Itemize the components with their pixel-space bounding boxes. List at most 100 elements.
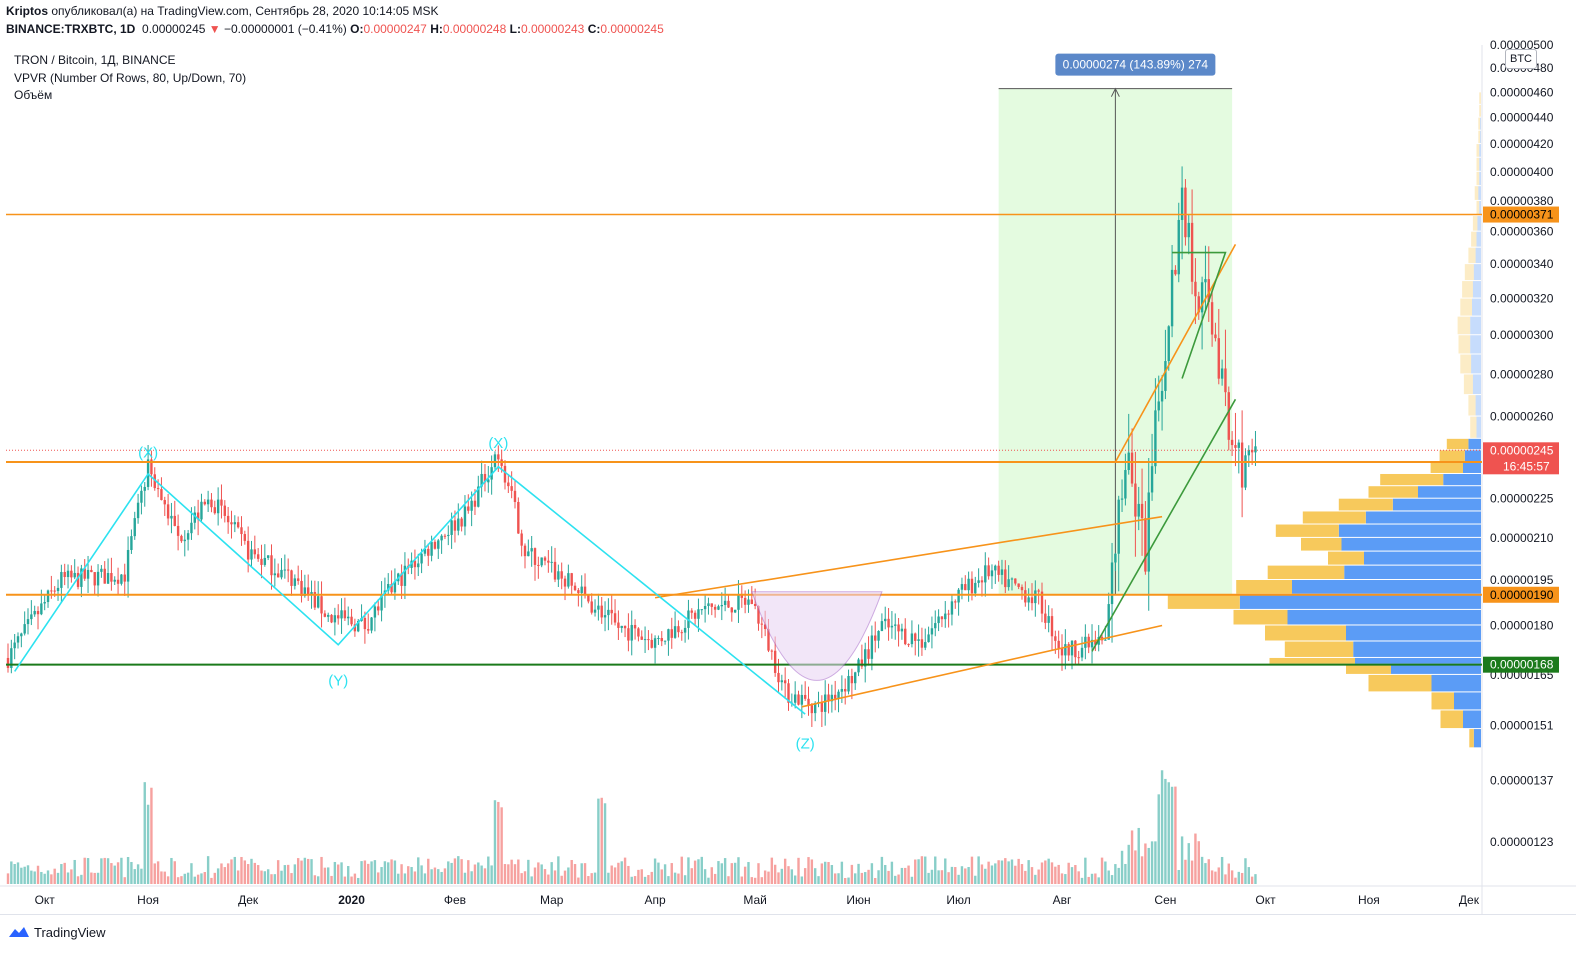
volume-bar	[226, 863, 230, 884]
vpvr-down-bar	[1478, 117, 1481, 130]
volume-bar	[183, 873, 186, 884]
candle-body	[493, 454, 497, 468]
volume-bar	[1117, 867, 1120, 884]
legend-title[interactable]: TRON / Bitcoin, 1Д, BINANCE	[14, 53, 176, 67]
candle-body	[250, 549, 253, 560]
volume-bar	[280, 870, 283, 884]
candle-body	[723, 600, 727, 606]
volume-bar	[390, 859, 393, 884]
volume-bar	[707, 877, 710, 884]
volume-bar	[523, 871, 527, 884]
candle-body	[583, 586, 587, 595]
candle-body	[323, 613, 327, 617]
candle-body	[120, 574, 123, 584]
volume-bar	[450, 862, 453, 884]
volume-bar	[934, 856, 937, 884]
candle-body	[1167, 326, 1170, 362]
candle-body	[1180, 187, 1184, 220]
candle-body	[1114, 553, 1117, 563]
candle-body	[290, 570, 293, 586]
volume-bar	[236, 870, 240, 884]
candle-body	[193, 512, 196, 523]
volume-bar	[343, 876, 347, 884]
volume-bar	[203, 872, 206, 884]
volume-bar	[590, 873, 593, 884]
candle-body	[1074, 640, 1077, 658]
candle-body	[580, 586, 583, 594]
vpvr-up-bar	[1344, 565, 1481, 580]
volume-bar	[160, 871, 163, 884]
volume-bar	[176, 877, 180, 884]
volume-bar	[233, 856, 237, 884]
vpvr-up-bar	[1392, 498, 1481, 511]
volume-bar	[106, 858, 110, 884]
volume-bar	[383, 861, 387, 884]
volume-bar	[710, 867, 713, 884]
volume-bar	[1110, 875, 1114, 884]
volume-bar	[1230, 870, 1234, 884]
price-tick-label: 0.00000260	[1490, 410, 1554, 424]
volume-bar	[143, 782, 146, 884]
candle-body	[643, 639, 647, 641]
volume-bar	[133, 869, 136, 884]
vpvr-up-bar	[1468, 438, 1481, 450]
candle-body	[747, 599, 750, 605]
author-name[interactable]: Kriptos	[6, 4, 48, 18]
candle-body	[53, 590, 56, 592]
volume-bar	[930, 869, 934, 884]
candle-body	[367, 629, 370, 631]
candle-body	[1130, 452, 1134, 484]
candle-body	[540, 557, 543, 566]
volume-bar	[787, 866, 790, 884]
footer-brand[interactable]: TradingView	[34, 924, 106, 940]
volume-bar	[974, 875, 977, 884]
time-tick-label: Окт	[1255, 893, 1276, 907]
cup-pattern	[751, 591, 883, 681]
low-value: 0.00000243	[520, 22, 585, 36]
volume-bar	[713, 873, 717, 884]
volume-bar	[367, 863, 370, 884]
candle-body	[970, 578, 974, 594]
candle-body	[1070, 640, 1074, 656]
volume-bar	[140, 868, 143, 884]
candle-body	[1094, 639, 1097, 645]
volume-bar	[770, 857, 774, 884]
candle-body	[166, 504, 170, 519]
candle-body	[126, 549, 130, 582]
legend-vpvr[interactable]: VPVR (Number Of Rows, 80, Up/Down, 70)	[14, 71, 247, 85]
candle-body	[1014, 578, 1017, 584]
price-chart[interactable]: 0.00000274 (143.89%) 274 (X) (Y) (Z) (X) 0.00…	[0, 0, 1576, 915]
price-tick-label: 0.00000400	[1490, 165, 1554, 179]
volume-bar	[123, 877, 126, 884]
candle-body	[900, 628, 904, 632]
volume-bar	[313, 875, 317, 884]
volume-bar	[370, 861, 373, 884]
volume-bar	[400, 864, 403, 884]
volume-bar	[220, 863, 223, 884]
volume-bar	[190, 863, 193, 884]
currency-button[interactable]: BTC	[1505, 49, 1537, 69]
volume-bar	[693, 860, 697, 884]
volume-bar	[630, 876, 633, 884]
volume-bar	[1137, 827, 1140, 884]
price-tick-label: 0.00000151	[1490, 718, 1554, 732]
volume-bar	[513, 864, 517, 884]
volume-bar	[103, 857, 106, 884]
volume-bar	[617, 862, 620, 884]
candle-body	[737, 593, 740, 610]
volume-bar	[510, 859, 513, 884]
volume-bar	[673, 872, 677, 884]
candle-body	[20, 633, 23, 637]
legend-volume[interactable]: Объём	[14, 88, 53, 102]
candle-body	[507, 482, 510, 487]
volume-bar	[146, 804, 150, 884]
candle-body	[40, 603, 43, 615]
time-tick-label: Сен	[1154, 893, 1176, 907]
candle-body	[216, 499, 220, 514]
candle-body	[353, 624, 357, 632]
candle-body	[343, 610, 347, 619]
volume-bar	[373, 860, 377, 884]
candle-body	[987, 565, 990, 577]
candle-body	[186, 533, 190, 540]
candle-body	[633, 624, 637, 629]
